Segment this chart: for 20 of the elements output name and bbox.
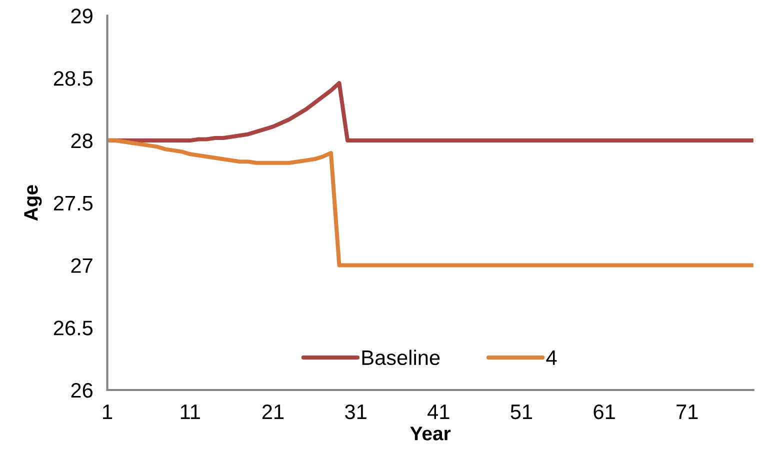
x-tick-label: 1 <box>103 404 112 419</box>
x-tick-label: 71 <box>676 404 698 419</box>
y-tick-label: 26 <box>71 383 92 398</box>
y-tick-label: 26.5 <box>54 320 93 336</box>
y-tick-label: 29 <box>71 8 92 24</box>
x-tick-label: 51 <box>510 404 532 420</box>
x-tick-label: 21 <box>262 404 284 419</box>
x-tick-label: 41 <box>428 404 450 419</box>
line-series <box>107 138 754 268</box>
x-tick-label: 31 <box>345 404 366 420</box>
x-axis-title: Year <box>410 426 451 440</box>
legend-label: Baseline <box>362 350 440 366</box>
y-tick-label: 27.5 <box>54 196 93 211</box>
y-tick-label: 28 <box>71 133 93 148</box>
y-tick-label: 27 <box>71 258 92 273</box>
legend-label: 4 <box>546 350 557 365</box>
x-tick-label: 61 <box>594 404 615 420</box>
x-tick-label: 11 <box>180 404 200 419</box>
y-tick-label: 28.5 <box>54 71 93 86</box>
y-axis-title: Age <box>24 185 42 221</box>
